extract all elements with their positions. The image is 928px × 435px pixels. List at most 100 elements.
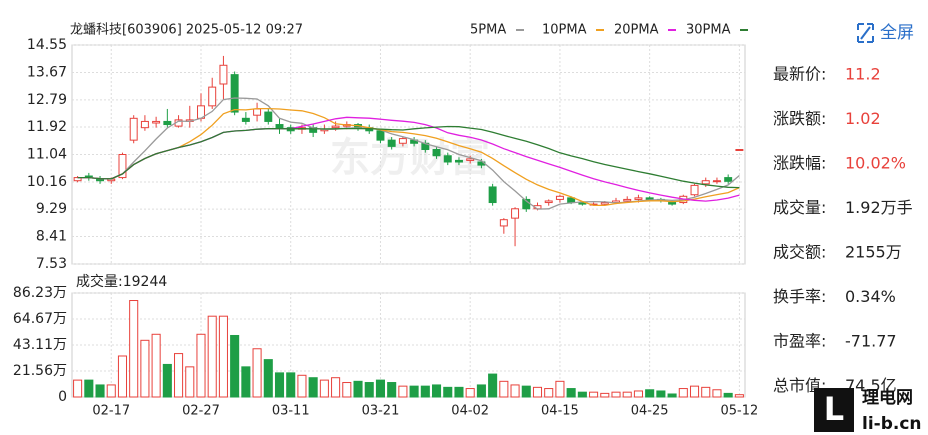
x-tick-label: 02-17 [92,404,130,419]
volume-bar [465,388,475,398]
volume-bar [106,384,116,398]
candle-body [544,200,553,204]
candle-body [555,195,564,200]
fullscreen-icon [857,23,874,43]
volume-bar [532,386,543,398]
y-tick-label: 86.23万 [13,285,67,301]
candle-body [488,186,497,204]
volume-bar [274,372,285,398]
x-tick-label: 05-12 [721,404,759,419]
stat-label: 涨跌额: [773,109,826,128]
volume-bar [117,355,128,398]
volume-bar [544,388,554,398]
volume-bar [734,394,744,398]
candle-body [118,154,127,179]
volume-bar [185,366,195,398]
volume-bar [566,388,576,398]
volume-bar [667,393,677,398]
legend-label: 5PMA [470,23,506,38]
candle-body [511,208,520,219]
volume-bar [73,379,83,398]
volume-bar [342,382,352,398]
candle-body [623,198,632,202]
fullscreen-label[interactable]: 全屏 [880,23,914,43]
volume-bar [364,382,374,398]
y-tick-label: 13.67 [27,64,67,80]
volume-bar [723,392,733,398]
x-tick-label: 03-11 [272,404,310,419]
candle-body [634,197,643,200]
moving-average-line [77,125,740,189]
candle-body [129,117,138,141]
volume-bar [252,348,262,398]
candle-body [152,120,161,124]
watermark: 东方财富 [330,135,490,181]
volume-bar [521,385,531,398]
volume-bar [622,391,632,398]
stat-label: 市盈率: [773,332,826,351]
volume-bar [454,386,464,398]
y-tick-label: 64.67万 [13,311,67,327]
volume-bar [432,384,442,398]
x-tick-label: 04-02 [451,404,489,419]
y-tick-label: 43.11万 [13,337,67,353]
volume-bar [308,377,318,398]
volume-bar [196,333,206,398]
candle-body [712,180,721,183]
volume-bar [398,385,408,398]
candle-body [241,117,250,122]
stat-label: 成交额: [773,243,826,262]
logo-site: li-b.cn [862,414,922,434]
volume-bar [286,372,296,398]
volume-bar [241,366,251,398]
fullscreen-button[interactable]: 全屏 [857,23,914,43]
volume-bar [633,390,643,398]
volume-bar [353,380,363,398]
volume-bar [174,353,184,398]
volume-bar [409,385,419,398]
candle-body [443,155,452,163]
volume-bar [263,359,273,398]
candle-body [264,111,273,122]
volume-bar [443,386,453,398]
x-tick-label: 04-25 [631,404,669,419]
candle-body [163,120,172,126]
volume-bar [600,392,610,398]
y-tick-label: 9.29 [36,201,67,217]
y-tick-label: 11.04 [27,147,67,163]
y-tick-label: 14.55 [27,37,67,53]
candle-body [466,158,475,161]
stat-value: 2155万 [845,243,902,262]
volume-bar [712,389,722,398]
candle-body [96,178,105,182]
moving-average-line [77,107,740,207]
candle-body [331,125,340,129]
volume-bar [331,377,341,398]
volume-bar [577,391,587,398]
x-tick-label: 04-15 [541,404,579,419]
volume-bar [420,385,430,398]
volume-bar [319,379,329,398]
stat-value: 11.2 [845,65,881,84]
y-tick-label: 10.16 [27,174,67,190]
candle-body [432,149,441,157]
y-tick-label: 11.92 [27,119,67,135]
candle-body [668,202,677,205]
stat-label: 换手率: [773,287,826,306]
volume-bar [375,379,385,398]
y-tick-label: 12.79 [27,92,67,108]
volume-bar [297,374,307,398]
volume-bar [151,333,161,398]
candle-body [140,120,149,129]
legend-label: 20PMA [614,23,659,38]
volume-bar [645,389,655,398]
stat-value: 0.34% [845,287,896,306]
x-tick-label: 03-21 [362,404,400,419]
y-tick-label: 7.53 [36,256,67,272]
volume-bar [84,379,94,398]
candle-body [701,180,710,185]
y-tick-label: 21.56万 [13,363,67,379]
site-logo: L 理电网 li-b.cn [814,387,922,434]
stat-label: 总市值: [773,376,826,395]
